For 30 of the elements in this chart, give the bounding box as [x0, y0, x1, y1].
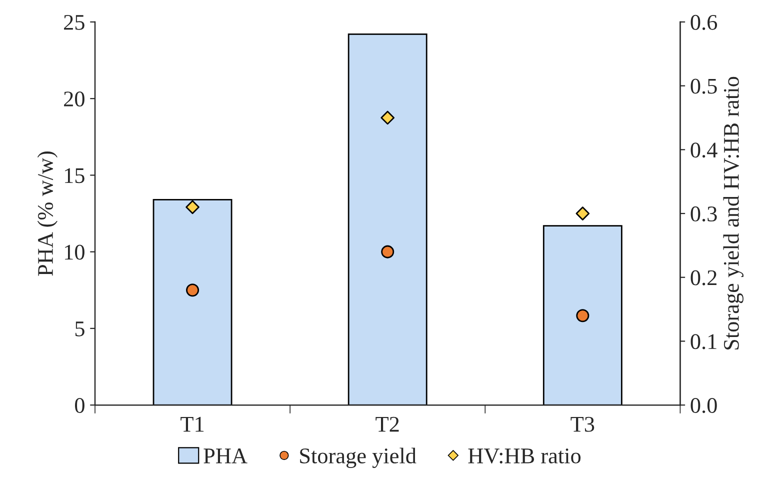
- x-tick-label: T2: [376, 416, 399, 432]
- legend-label: PHA: [204, 448, 248, 464]
- bar: [348, 34, 428, 406]
- y2-tick-label: 0.0: [690, 398, 717, 414]
- point: [186, 200, 200, 214]
- bar: [152, 199, 232, 406]
- legend-label: HV:HB ratio: [468, 448, 581, 464]
- point: [381, 245, 394, 258]
- y-tick-label: 15: [65, 168, 84, 184]
- y-tick-label: 25: [64, 14, 84, 30]
- y2-tick-label: 0.3: [690, 206, 717, 222]
- y2-axis-title: Storage yield and HV:HB ratio: [723, 76, 744, 350]
- legend-label: Storage yield: [300, 448, 416, 468]
- y-tick-label: 20: [64, 92, 84, 107]
- bar: [542, 225, 622, 406]
- y-tick-label: 10: [65, 244, 84, 260]
- y-tick-label: 0: [75, 398, 84, 413]
- y-tick-label: 5: [75, 322, 84, 336]
- point: [576, 206, 590, 220]
- y2-tick-label: 0.1: [690, 334, 716, 350]
- point: [186, 284, 200, 297]
- point: [380, 110, 395, 125]
- point: [576, 309, 590, 322]
- x-tick-label: T1: [180, 416, 204, 432]
- x-tick-label: T3: [570, 416, 594, 432]
- y-axis-title: PHA (% w/w): [37, 152, 58, 276]
- y2-tick-label: 0.2: [690, 270, 716, 286]
- y2-tick-label: 0.4: [690, 142, 718, 158]
- y2-tick-label: 0.6: [690, 14, 718, 30]
- y2-tick-label: 0.5: [690, 78, 717, 94]
